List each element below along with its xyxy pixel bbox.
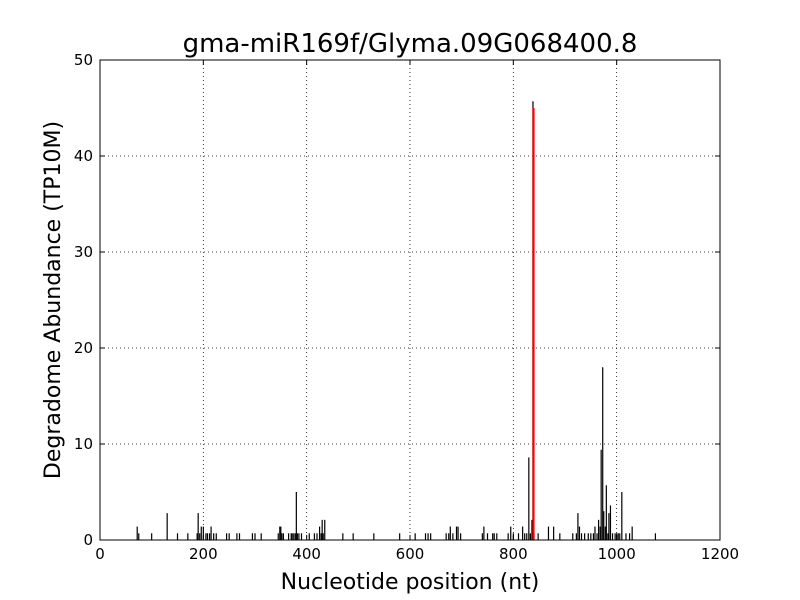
y-tick-label: 40 bbox=[74, 147, 93, 165]
axis-ticks: 0 200 400 600 800 1000 1200 0 10 20 30 40 50 bbox=[74, 51, 739, 563]
x-tick-label: 1200 bbox=[701, 545, 739, 563]
x-axis-label: Nucleotide position (nt) bbox=[281, 570, 540, 595]
y-tick-label: 10 bbox=[74, 435, 93, 453]
y-axis-label: Degradome Abundance (TP10M) bbox=[41, 121, 66, 479]
x-tick-label: 600 bbox=[396, 545, 425, 563]
x-tick-label: 800 bbox=[499, 545, 528, 563]
x-tick-label: 400 bbox=[292, 545, 321, 563]
y-tick-label: 0 bbox=[83, 531, 93, 549]
y-tick-label: 50 bbox=[74, 51, 93, 69]
y-tick-label: 20 bbox=[74, 339, 93, 357]
x-tick-label: 1000 bbox=[598, 545, 636, 563]
y-tick-label: 30 bbox=[74, 243, 93, 261]
x-tick-label: 200 bbox=[189, 545, 218, 563]
x-tick-label: 0 bbox=[95, 545, 105, 563]
chart-title: gma-miR169f/Glyma.09G068400.8 bbox=[183, 29, 638, 59]
grid-lines bbox=[100, 60, 720, 540]
